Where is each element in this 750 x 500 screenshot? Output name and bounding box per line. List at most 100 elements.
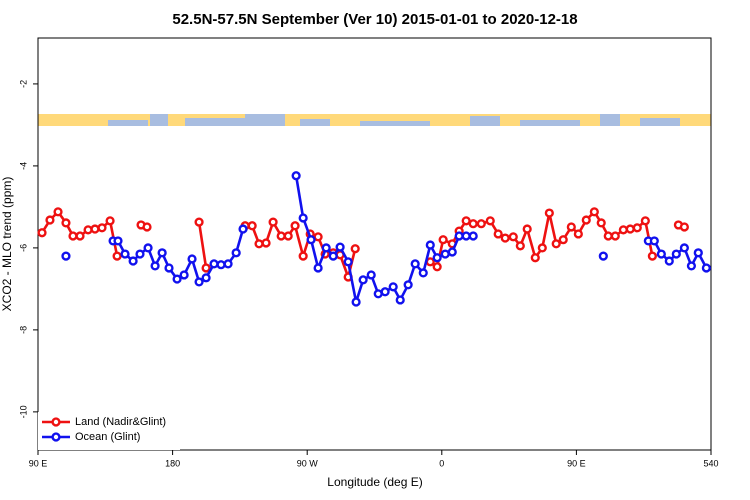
point <box>500 233 510 243</box>
x-axis-label: Longitude (deg E) <box>327 475 422 489</box>
point <box>37 228 47 238</box>
point <box>485 216 495 226</box>
legend-label: Land (Nadir&Glint) <box>75 416 166 428</box>
point <box>686 261 697 271</box>
point <box>105 216 115 226</box>
point <box>328 251 338 261</box>
point <box>231 248 241 258</box>
point <box>701 263 711 273</box>
point <box>254 239 264 249</box>
point <box>68 231 78 241</box>
point <box>664 256 674 266</box>
point <box>223 259 233 269</box>
point <box>468 231 478 241</box>
point <box>461 231 471 241</box>
point <box>53 207 63 217</box>
point <box>671 249 681 259</box>
point <box>120 249 130 259</box>
point <box>468 219 478 229</box>
point <box>551 239 561 249</box>
y-tick-label: -10 <box>18 405 28 418</box>
point <box>589 207 599 217</box>
point <box>150 261 160 271</box>
point <box>201 273 211 283</box>
x-tick-label: 0 <box>439 458 444 468</box>
point <box>201 263 211 273</box>
point <box>306 235 316 245</box>
y-tick-label: -8 <box>18 326 28 334</box>
point <box>112 251 122 261</box>
point <box>97 223 107 233</box>
point <box>164 263 174 273</box>
point <box>75 231 85 241</box>
point <box>649 236 659 246</box>
point <box>679 243 689 253</box>
point <box>313 263 323 273</box>
point <box>530 253 540 263</box>
map-strip <box>38 114 711 126</box>
point <box>290 221 300 231</box>
legend-label: Ocean (Glint) <box>75 431 140 443</box>
point <box>632 223 642 233</box>
point <box>135 249 145 259</box>
point <box>656 249 666 259</box>
y-axis-label: XCO2 - MLO trend (ppm) <box>0 177 14 312</box>
point <box>238 224 248 234</box>
x-tick-label: 90 W <box>297 458 319 468</box>
point <box>603 231 613 241</box>
point <box>388 282 398 292</box>
point <box>350 244 360 254</box>
point <box>179 270 189 280</box>
point <box>508 232 518 242</box>
x-tick-label: 540 <box>703 458 718 468</box>
y-tick-label: -2 <box>18 80 28 88</box>
y-tick-label: -6 <box>18 244 28 252</box>
point <box>537 243 547 253</box>
point <box>90 224 100 234</box>
point <box>61 251 71 261</box>
point <box>461 216 471 226</box>
point <box>247 221 257 231</box>
point <box>172 274 182 284</box>
chart-title: 52.5N-57.5N September (Ver 10) 2015-01-0… <box>172 11 577 28</box>
point <box>343 257 353 267</box>
point <box>566 222 576 232</box>
point <box>693 248 703 258</box>
point <box>194 217 204 227</box>
point <box>440 249 450 259</box>
x-tick-label: 180 <box>165 458 180 468</box>
point <box>403 280 413 290</box>
point <box>573 229 583 239</box>
point <box>321 243 331 253</box>
point <box>395 295 405 305</box>
point <box>335 242 345 252</box>
point <box>598 251 608 261</box>
y-tick-label: -4 <box>18 162 28 170</box>
point <box>142 222 152 232</box>
point <box>261 238 271 248</box>
point <box>358 275 368 285</box>
point <box>380 287 390 297</box>
point <box>187 254 197 264</box>
plot-frame <box>37 37 712 451</box>
point <box>625 224 635 234</box>
point <box>647 251 657 261</box>
point <box>425 240 435 250</box>
point <box>447 247 457 257</box>
point <box>493 229 503 239</box>
point <box>291 171 301 181</box>
point <box>596 218 606 228</box>
point <box>209 259 219 269</box>
point <box>610 231 620 241</box>
point <box>640 216 650 226</box>
point <box>432 253 442 263</box>
legend-marker <box>51 432 61 442</box>
point <box>438 235 448 245</box>
point <box>298 251 308 261</box>
point <box>454 231 464 241</box>
legend-marker <box>51 417 61 427</box>
point <box>45 215 55 225</box>
point <box>581 215 591 225</box>
point <box>366 270 376 280</box>
